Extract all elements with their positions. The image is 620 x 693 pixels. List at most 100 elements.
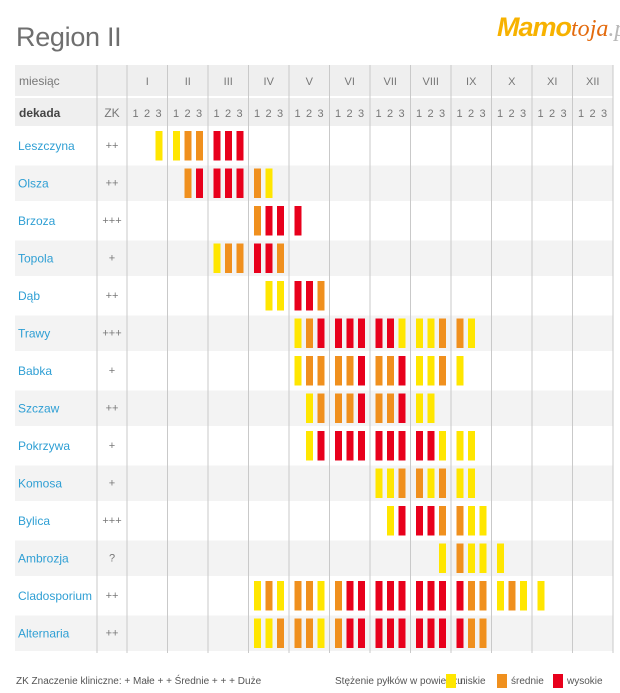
- legend-swatch-high: [553, 674, 563, 688]
- pollen-bar-niskie: [213, 243, 221, 273]
- dekada-label: 2: [346, 108, 352, 120]
- dekada-label: 2: [589, 108, 595, 120]
- row-label-plant: Ambrozja: [18, 552, 69, 566]
- pollen-bar-niskie: [277, 281, 284, 311]
- row-zk-value: +: [109, 478, 115, 490]
- pollen-bar-średnie: [306, 618, 313, 648]
- pollen-bar-średnie: [225, 243, 232, 273]
- pollen-bar-niskie: [427, 393, 435, 423]
- pollen-bar-wysokie: [196, 168, 203, 198]
- pollen-bar-średnie: [387, 356, 394, 386]
- row-zk-value: +: [109, 253, 115, 265]
- row-label-plant: Alternaria: [18, 627, 70, 641]
- dekada-label: 2: [387, 108, 393, 120]
- pollen-bar-wysokie: [317, 431, 325, 461]
- row-zk-value: ++: [106, 140, 119, 152]
- pollen-bar-niskie: [520, 581, 527, 611]
- legend-label-low: niskie: [460, 676, 486, 687]
- row-zk-value: +++: [102, 215, 121, 227]
- pollen-bar-wysokie: [213, 131, 221, 161]
- legend-label-medium: średnie: [511, 676, 544, 687]
- month-label-XI: XI: [547, 76, 557, 88]
- concentration-legend-title: Stężenie pyłków w powietrzu:: [335, 676, 466, 687]
- pollen-bar-wysokie: [375, 318, 383, 348]
- row-label-plant: Babka: [18, 364, 52, 378]
- pollen-bar-niskie: [479, 543, 487, 573]
- pollen-bar-średnie: [456, 543, 464, 573]
- brand-logo: Mamotoja.pl: [497, 12, 620, 42]
- pollen-bar-wysokie: [294, 206, 302, 236]
- pollen-bar-wysokie: [236, 131, 244, 161]
- pollen-bar-wysokie: [398, 506, 406, 536]
- pollen-bar-wysokie: [416, 581, 423, 611]
- pollen-bar-niskie: [294, 356, 302, 386]
- pollen-bar-średnie: [317, 281, 325, 311]
- pollen-bar-średnie: [294, 618, 302, 648]
- pollen-bar-wysokie: [387, 618, 394, 648]
- row-zk-value: ++: [106, 403, 119, 415]
- pollen-bar-wysokie: [346, 318, 354, 348]
- pollen-bar-niskie: [537, 581, 545, 611]
- month-label-VI: VI: [345, 76, 355, 88]
- row-label-plant: Trawy: [18, 327, 50, 341]
- row-label-plant: Bylica: [18, 514, 50, 528]
- dekada-label: 2: [265, 108, 271, 120]
- pollen-bar-wysokie: [427, 581, 435, 611]
- pollen-bar-niskie: [294, 318, 302, 348]
- pollen-bar-wysokie: [358, 618, 365, 648]
- dekada-label: 1: [578, 108, 584, 120]
- legend-swatch-medium: [497, 674, 507, 688]
- pollen-bar-wysokie: [265, 206, 273, 236]
- month-label-VII: VII: [384, 76, 397, 88]
- month-label-XII: XII: [586, 76, 599, 88]
- dekada-label: 2: [306, 108, 312, 120]
- dekada-label: 2: [225, 108, 231, 120]
- pollen-bar-wysokie: [358, 318, 365, 348]
- pollen-bar-wysokie: [225, 168, 232, 198]
- pollen-bar-wysokie: [439, 618, 446, 648]
- pollen-bar-średnie: [306, 356, 313, 386]
- dekada-label: 1: [375, 108, 381, 120]
- row-label-plant: Cladosporium: [18, 589, 92, 603]
- pollen-bar-niskie: [416, 318, 423, 348]
- pollen-bar-średnie: [387, 393, 394, 423]
- pollen-bar-wysokie: [346, 581, 354, 611]
- pollen-bar-niskie: [456, 468, 464, 498]
- dekada-label: 1: [537, 108, 543, 120]
- row-bg-1: [15, 165, 613, 201]
- dekada-label: 3: [196, 108, 202, 120]
- pollen-bar-średnie: [468, 581, 475, 611]
- pollen-bar-niskie: [456, 431, 464, 461]
- pollen-bar-średnie: [265, 581, 273, 611]
- row-zk-value: ++: [106, 628, 119, 640]
- pollen-bar-średnie: [479, 618, 487, 648]
- pollen-bar-niskie: [468, 468, 475, 498]
- pollen-bar-niskie: [317, 618, 325, 648]
- legend-swatch-low: [446, 674, 456, 688]
- row-bg-6: [15, 353, 613, 389]
- pollen-bar-wysokie: [335, 318, 342, 348]
- dekada-label: 2: [549, 108, 555, 120]
- dekada-label: 2: [184, 108, 190, 120]
- dekada-label: 3: [155, 108, 161, 120]
- pollen-bar-niskie: [387, 468, 394, 498]
- row-label-plant: Pokrzywa: [18, 439, 70, 453]
- pollen-bar-średnie: [335, 618, 342, 648]
- row-zk-value: +: [109, 440, 115, 452]
- pollen-bar-niskie: [456, 356, 464, 386]
- row-bg-5: [15, 315, 613, 351]
- pollen-bar-wysokie: [317, 318, 325, 348]
- pollen-bar-niskie: [427, 356, 435, 386]
- pollen-bar-niskie: [173, 131, 180, 161]
- dekada-label: 3: [520, 108, 526, 120]
- pollen-bar-wysokie: [456, 581, 464, 611]
- pollen-bar-średnie: [254, 206, 261, 236]
- pollen-bar-średnie: [317, 393, 325, 423]
- pollen-bar-wysokie: [335, 431, 342, 461]
- pollen-bar-wysokie: [254, 243, 261, 273]
- dekada-label: 2: [468, 108, 474, 120]
- pollen-bar-wysokie: [387, 431, 394, 461]
- row-zk-value: +++: [102, 515, 121, 527]
- pollen-bar-niskie: [306, 393, 313, 423]
